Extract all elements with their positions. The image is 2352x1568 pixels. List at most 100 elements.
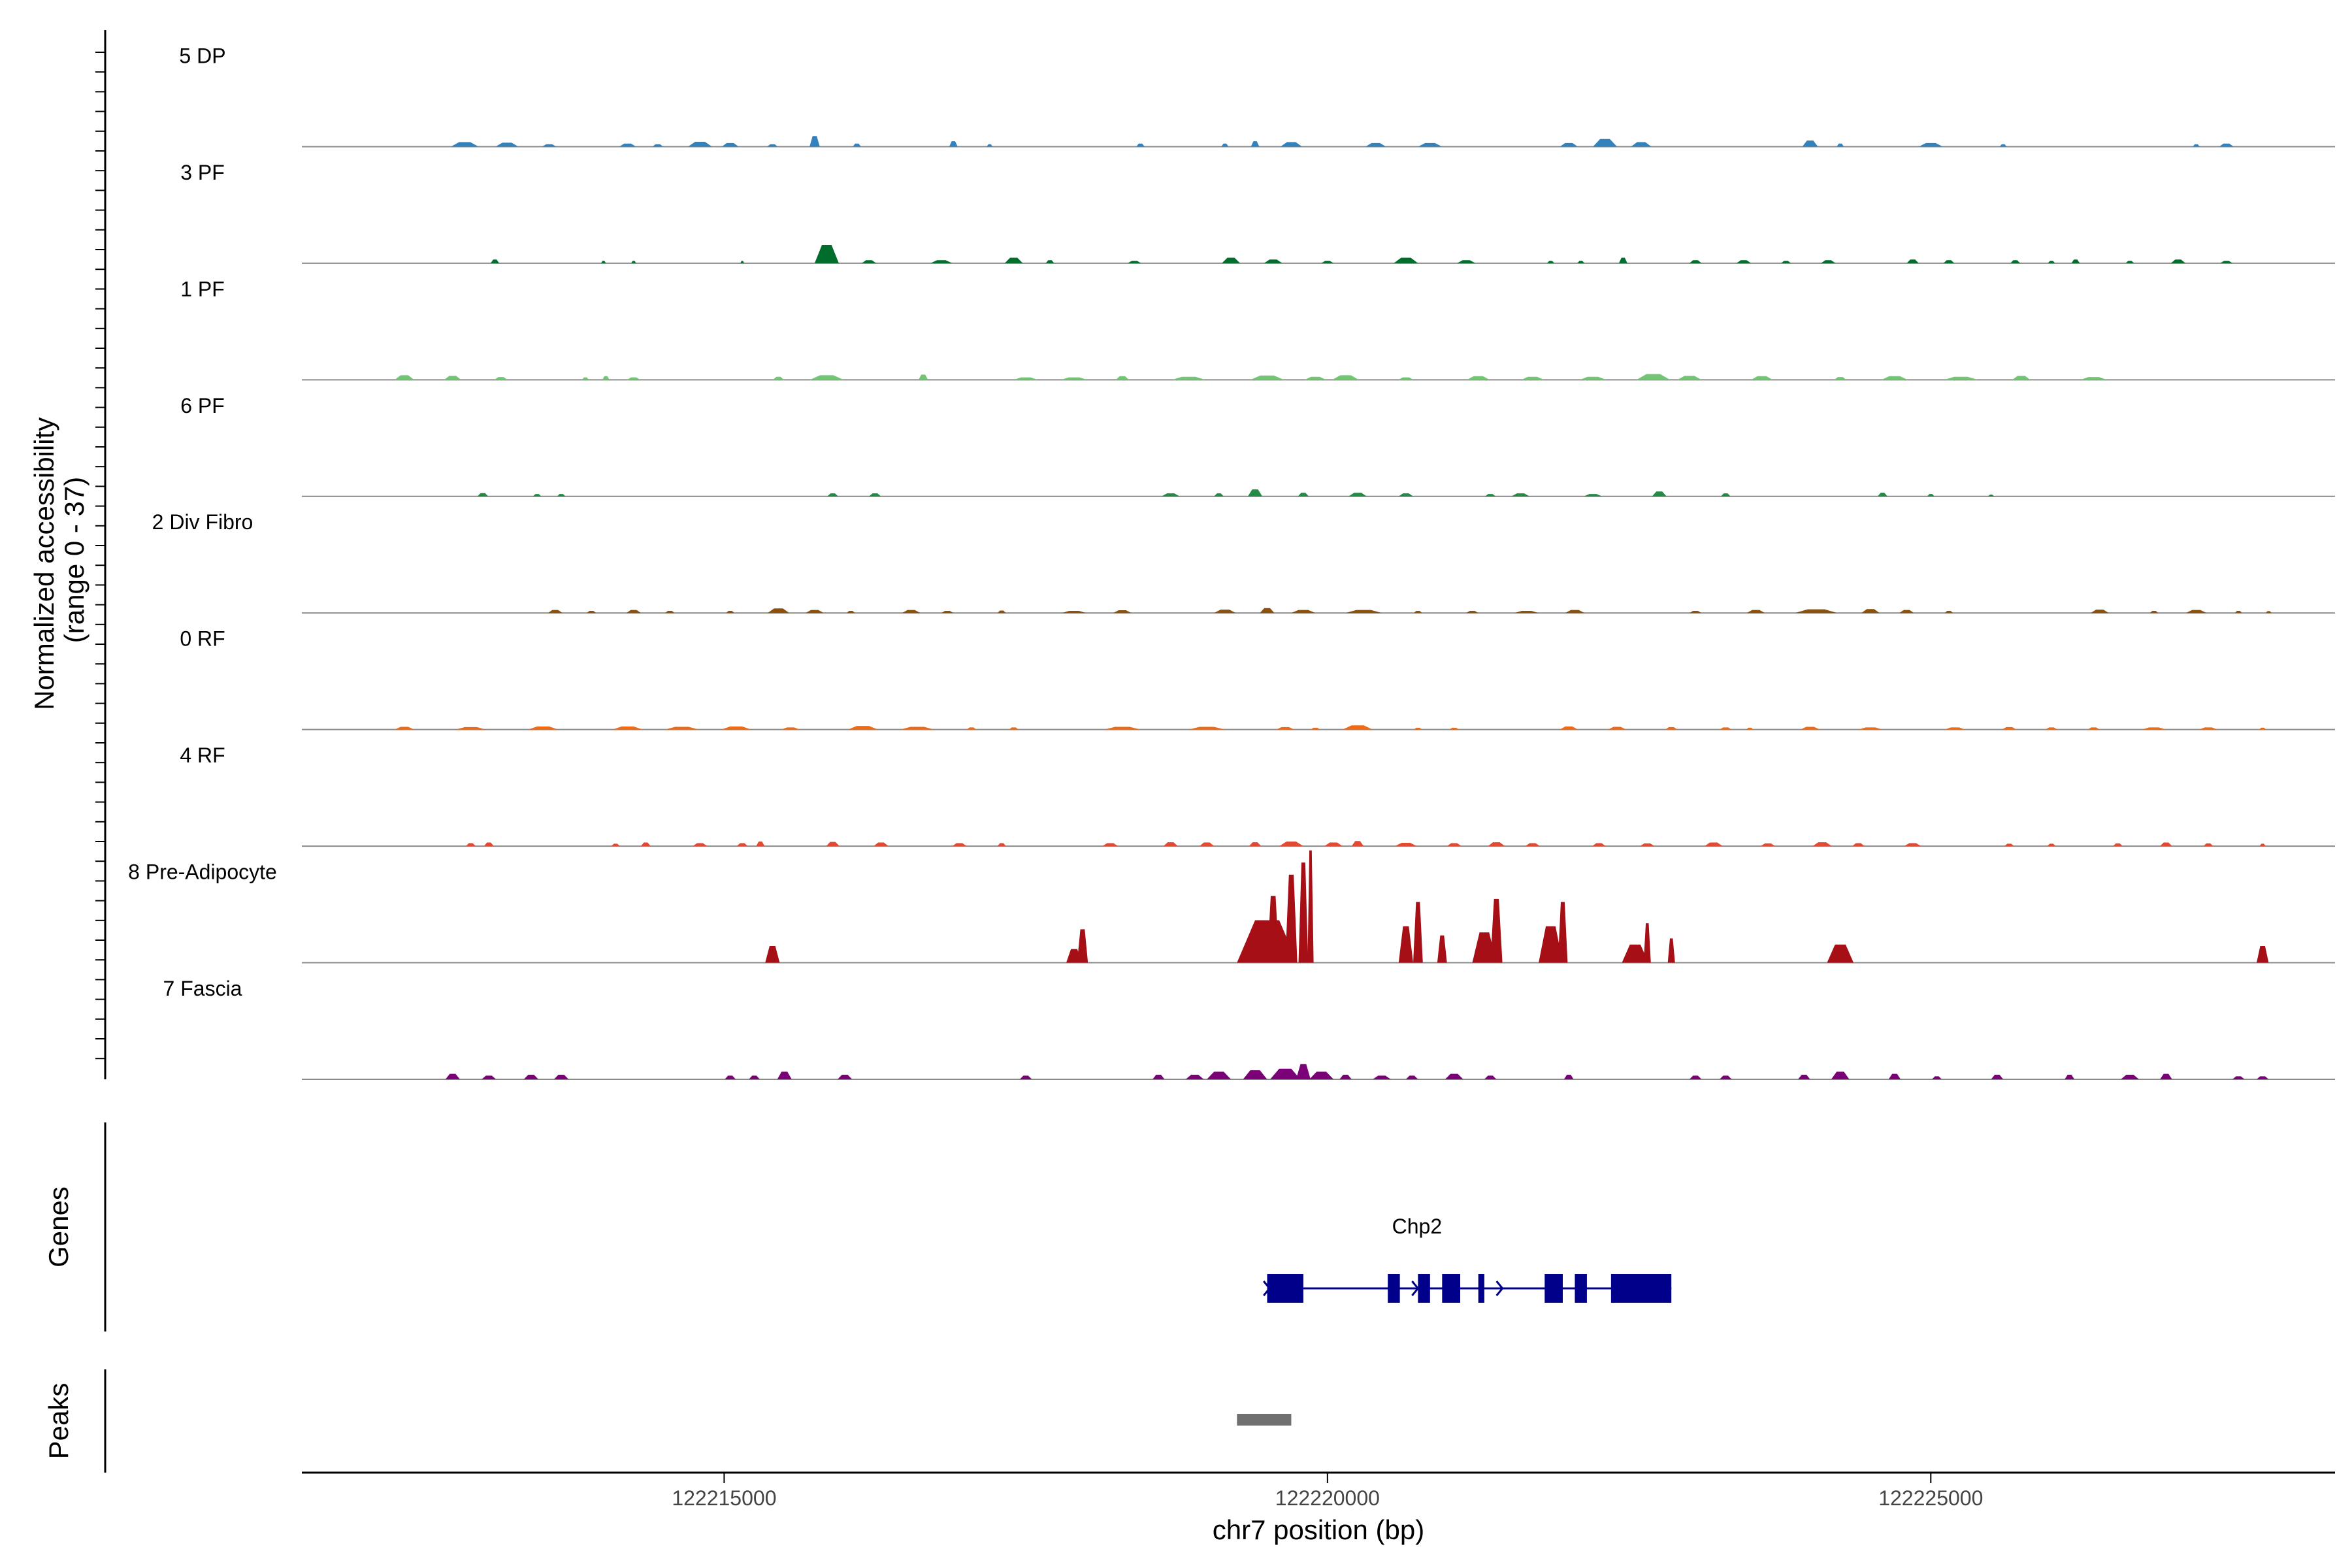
coverage-peak [626,610,641,613]
coverage-peak [1831,1071,1850,1079]
coverage-peak [2160,842,2172,847]
coverage-peak [2004,843,2014,847]
coverage-peak [2012,376,2031,380]
coverage-peak [952,843,967,847]
coverage-peak [1373,1075,1391,1079]
coverage-peak [1250,141,1260,147]
coverage-peak [2149,611,2159,613]
coverage-peak [2121,1075,2139,1079]
coverage-peak [809,375,844,380]
coverage-peak [1009,727,1019,730]
coverage-peak [1888,1073,1901,1079]
coverage-peak [1445,1073,1463,1079]
coverage-peak [1944,376,1978,380]
track-label: 3 PF [180,161,225,184]
coverage-peak [1348,493,1367,497]
coverage-peak [1834,377,1846,380]
coverage-peak [1339,1075,1352,1079]
coverage-peak [767,608,790,613]
coverage-peak [1115,376,1129,380]
coverage-peak [1264,259,1282,263]
coverage-peak [847,726,878,730]
coverage-peak [949,141,958,147]
coverage-peak [1104,727,1141,730]
coverage-peak [756,841,765,847]
x-tick-label: 122220000 [1275,1486,1380,1510]
coverage-peak [1736,260,1752,263]
coverage-peak [1395,843,1417,847]
track-0-rf: 0 RF [180,627,2335,730]
coverage-peak [2113,843,2123,847]
coverage-peak [2047,843,2056,847]
coverage-peak [395,727,414,730]
coverage-peak [1019,1075,1032,1079]
coverage-peak [827,493,838,497]
coverage-peak [2199,727,2217,730]
coverage-peak [721,727,751,730]
coverage-peak [444,376,461,380]
y-axis [95,30,106,1079]
coverage-peak [1276,727,1295,730]
coverage-peak [1128,261,1141,263]
genes-track: Genes Chp2 [43,1122,1672,1331]
coverage-peak [557,494,566,497]
coverage-peak [862,260,877,263]
coverage-peak [1321,261,1334,263]
coverage-peak [809,136,820,147]
coverage-peak [581,377,589,380]
coverage-peak [721,142,739,147]
coverage-peak [1260,608,1275,613]
coverage-peak [693,843,708,847]
coverage-peak [1136,143,1145,147]
coverage-peak [966,727,977,730]
coverage-peak [1161,493,1180,497]
coverage-peak [1999,144,2007,147]
coverage-peak [612,727,643,730]
coverage-peak [482,1075,497,1079]
coverage-peak [918,374,928,380]
coverage-peak [1467,376,1490,380]
coverage-peak [1667,938,1675,963]
coverage-peak [2234,611,2242,613]
coverage-peak [1285,874,1298,963]
track-label: 7 Fascia [163,977,242,1000]
coverage-peak [725,1075,736,1079]
coverage-peak [1800,727,1820,730]
y-axis-title: Normalized accessibility (range 0 - 37) [29,410,90,710]
coverage-peak [1988,495,1995,497]
coverage-peak [1484,1075,1497,1079]
coverage-peak [1821,260,1836,263]
coverage-peak [1720,1075,1732,1079]
coverage-peak [652,144,664,147]
coverage-peak [542,144,557,147]
coverage-peak [1565,610,1585,613]
coverage-peak [1881,376,1908,380]
coverage-peak [1827,944,1854,963]
coverage-peak [1584,494,1602,497]
coverage-peak [1899,610,1914,613]
coverage-peak [826,841,840,847]
coverage-peak [1798,1075,1810,1079]
coverage-peak [445,1073,460,1079]
coverage-peak [2080,377,2107,380]
coverage-peak [941,611,954,613]
gene-exon [1267,1274,1303,1303]
coverage-peak [1618,257,1627,263]
coverage-peak [619,143,636,147]
coverage-peak [466,843,476,847]
strand-arrow [1495,1281,1504,1296]
coverage-peak [2170,259,2185,263]
coverage-peak [1270,1068,1301,1079]
coverage-peak [1490,898,1503,963]
coverage-peak [1405,1075,1418,1079]
coverage-peak [1332,375,1359,380]
coverage-peak [1539,926,1563,963]
coverage-peak [1113,610,1132,613]
gene-exon [1478,1274,1484,1303]
coverage-peak [2010,260,2020,263]
coverage-peak [2065,1075,2075,1079]
coverage-peak [1944,611,1953,613]
coverage-peak [1927,494,1935,497]
coverage-peak [523,1075,538,1079]
coverage-peak [1398,493,1413,497]
